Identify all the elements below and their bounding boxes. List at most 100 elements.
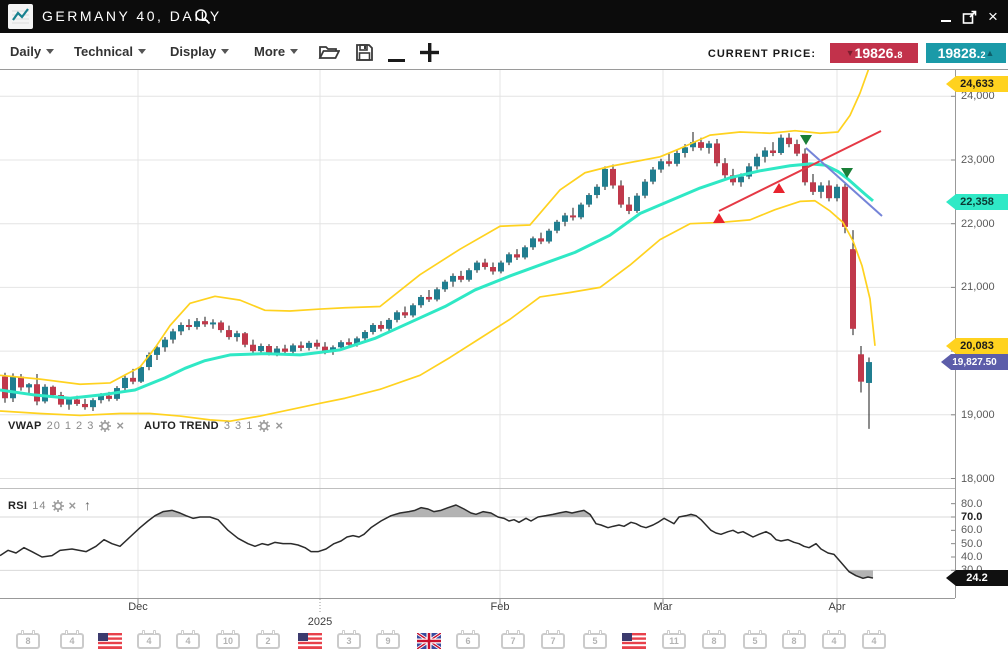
candle-body[interactable] (434, 289, 440, 300)
event-calendar-icon[interactable]: 4 (822, 630, 846, 649)
event-calendar-icon[interactable]: 8 (702, 630, 726, 649)
sell-price-button[interactable]: ▼ 19826. 8 (830, 43, 918, 63)
candle-body[interactable] (818, 185, 824, 192)
candle-body[interactable] (50, 386, 56, 396)
candle-body[interactable] (354, 338, 360, 345)
candle-body[interactable] (226, 330, 232, 338)
rsi-collapse-arrow-icon[interactable]: ↑ (84, 497, 91, 513)
candle-body[interactable] (74, 399, 80, 404)
event-calendar-icon[interactable]: 4 (176, 630, 200, 649)
event-calendar-icon[interactable]: 5 (743, 630, 767, 649)
candle-body[interactable] (34, 384, 40, 402)
candle-body[interactable] (42, 386, 48, 402)
candle-body[interactable] (490, 267, 496, 272)
candle-body[interactable] (746, 166, 752, 177)
candle-body[interactable] (858, 354, 864, 382)
candle-body[interactable] (250, 344, 256, 352)
candle-body[interactable] (314, 342, 320, 347)
candle-body[interactable] (442, 281, 448, 290)
autotrend-settings-gear-icon[interactable] (258, 419, 271, 432)
candle-body[interactable] (386, 319, 392, 329)
candle-body[interactable] (482, 262, 488, 268)
candle-body[interactable] (66, 399, 72, 405)
uptrend-line[interactable] (718, 130, 882, 212)
candle-body[interactable] (570, 215, 576, 218)
candle-body[interactable] (346, 342, 352, 345)
menu-more[interactable]: More (254, 44, 299, 59)
candle-body[interactable] (90, 400, 96, 408)
candle-body[interactable] (714, 143, 720, 164)
rsi-settings-gear-icon[interactable] (51, 499, 64, 512)
candle-body[interactable] (322, 346, 328, 352)
candle-body[interactable] (658, 161, 664, 170)
candle-body[interactable] (394, 312, 400, 320)
menu-display[interactable]: Display (170, 44, 230, 59)
candle-body[interactable] (618, 185, 624, 205)
candle-body[interactable] (26, 384, 32, 388)
zoom-in-icon[interactable] (420, 43, 439, 67)
candle-body[interactable] (298, 345, 304, 348)
candle-body[interactable] (106, 395, 112, 399)
candle-body[interactable] (10, 376, 16, 399)
candle-body[interactable] (138, 367, 144, 382)
event-flag-us-icon[interactable] (298, 633, 322, 649)
candle-body[interactable] (282, 348, 288, 352)
candle-body[interactable] (410, 305, 416, 316)
candle-body[interactable] (810, 182, 816, 192)
candle-body[interactable] (210, 322, 216, 325)
candle-body[interactable] (266, 346, 272, 354)
candle-body[interactable] (130, 377, 136, 382)
candle-body[interactable] (850, 249, 856, 329)
candle-body[interactable] (698, 142, 704, 148)
candle-body[interactable] (522, 247, 528, 258)
event-calendar-icon[interactable]: 8 (782, 630, 806, 649)
candle-body[interactable] (274, 348, 280, 354)
candle-body[interactable] (674, 152, 680, 164)
candle-body[interactable] (98, 395, 104, 401)
candle-body[interactable] (642, 181, 648, 196)
candle-body[interactable] (378, 324, 384, 329)
candle-body[interactable] (218, 322, 224, 331)
candle-body[interactable] (178, 324, 184, 332)
event-calendar-icon[interactable]: 9 (376, 630, 400, 649)
candle-body[interactable] (634, 195, 640, 211)
popout-window-button[interactable] (959, 7, 979, 27)
event-calendar-icon[interactable]: 10 (216, 630, 240, 649)
event-calendar-icon[interactable]: 5 (583, 630, 607, 649)
candle-body[interactable] (498, 262, 504, 272)
candle-body[interactable] (626, 204, 632, 211)
candle-body[interactable] (514, 254, 520, 258)
candle-body[interactable] (290, 345, 296, 352)
candle-body[interactable] (146, 354, 152, 368)
event-calendar-icon[interactable]: 4 (862, 630, 886, 649)
event-calendar-icon[interactable]: 6 (456, 630, 480, 649)
event-calendar-icon[interactable]: 11 (662, 630, 686, 649)
candle-body[interactable] (602, 168, 608, 187)
event-flag-uk-icon[interactable] (417, 633, 441, 649)
candle-body[interactable] (666, 161, 672, 164)
candle-body[interactable] (186, 324, 192, 327)
candle-body[interactable] (586, 195, 592, 205)
candle-body[interactable] (154, 347, 160, 355)
candle-body[interactable] (338, 342, 344, 348)
candle-body[interactable] (162, 339, 168, 348)
candle-body[interactable] (546, 230, 552, 242)
downtrend-line[interactable] (805, 147, 883, 217)
candle-body[interactable] (866, 362, 872, 383)
candle-body[interactable] (474, 262, 480, 271)
event-calendar-icon[interactable]: 4 (137, 630, 161, 649)
candle-body[interactable] (306, 342, 312, 348)
candle-body[interactable] (650, 169, 656, 182)
candle-body[interactable] (170, 331, 176, 340)
candle-body[interactable] (234, 333, 240, 338)
candle-body[interactable] (730, 175, 736, 183)
candle-body[interactable] (794, 144, 800, 154)
candle-body[interactable] (466, 270, 472, 280)
candle-body[interactable] (362, 331, 368, 339)
event-calendar-icon[interactable]: 4 (60, 630, 84, 649)
candle-body[interactable] (258, 346, 264, 352)
event-flag-us-icon[interactable] (622, 633, 646, 649)
candle-body[interactable] (122, 377, 128, 389)
candle-body[interactable] (738, 176, 744, 183)
